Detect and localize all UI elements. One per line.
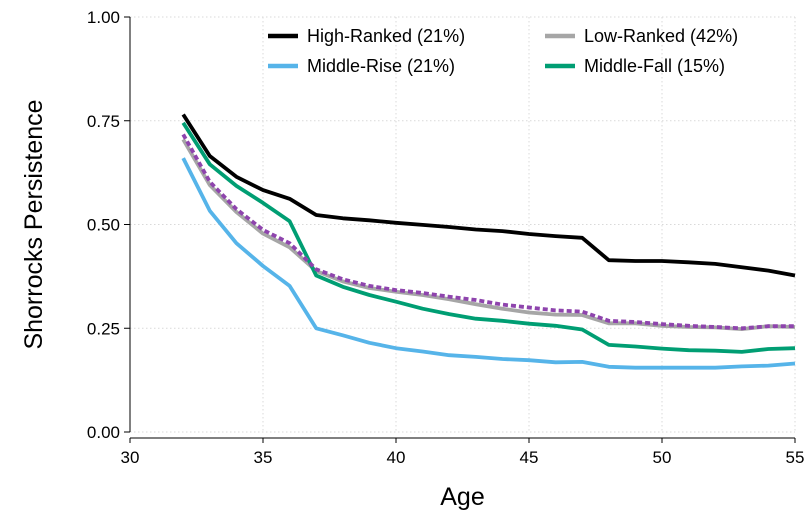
x-axis-title: Age bbox=[440, 483, 484, 511]
axes: 0.00 0.25 0.50 0.75 1.00 30 35 40 45 50 55 bbox=[87, 8, 805, 467]
x-tick-label: 35 bbox=[254, 448, 273, 467]
grid bbox=[129, 16, 796, 433]
series-line-0 bbox=[181, 113, 796, 278]
legend-label: Low-Ranked (42%) bbox=[584, 26, 738, 46]
y-axis-title: Shorrocks Persistence bbox=[20, 99, 48, 349]
legend-label: High-Ranked (21%) bbox=[307, 26, 465, 46]
x-tick-label: 40 bbox=[387, 448, 406, 467]
legend-label: Middle-Rise (21%) bbox=[307, 56, 455, 76]
y-tick-label: 1.00 bbox=[87, 8, 120, 27]
legend-label: Middle-Fall (15%) bbox=[584, 56, 725, 76]
series-line-2 bbox=[181, 157, 796, 370]
y-tick-label: 0.00 bbox=[87, 423, 120, 442]
x-tick-label: 55 bbox=[786, 448, 805, 467]
x-tick-label: 45 bbox=[520, 448, 539, 467]
legend: High-Ranked (21%) Low-Ranked (42%) Middle-… bbox=[268, 26, 738, 76]
y-tick-label: 0.25 bbox=[87, 319, 120, 338]
x-tick-label: 30 bbox=[121, 448, 140, 467]
series-line-4 bbox=[181, 133, 795, 331]
series-line-3 bbox=[181, 121, 796, 354]
y-tick-label: 0.75 bbox=[87, 112, 120, 131]
x-tick-label: 50 bbox=[653, 448, 672, 467]
series-lines bbox=[181, 113, 796, 370]
y-tick-label: 0.50 bbox=[87, 216, 120, 235]
